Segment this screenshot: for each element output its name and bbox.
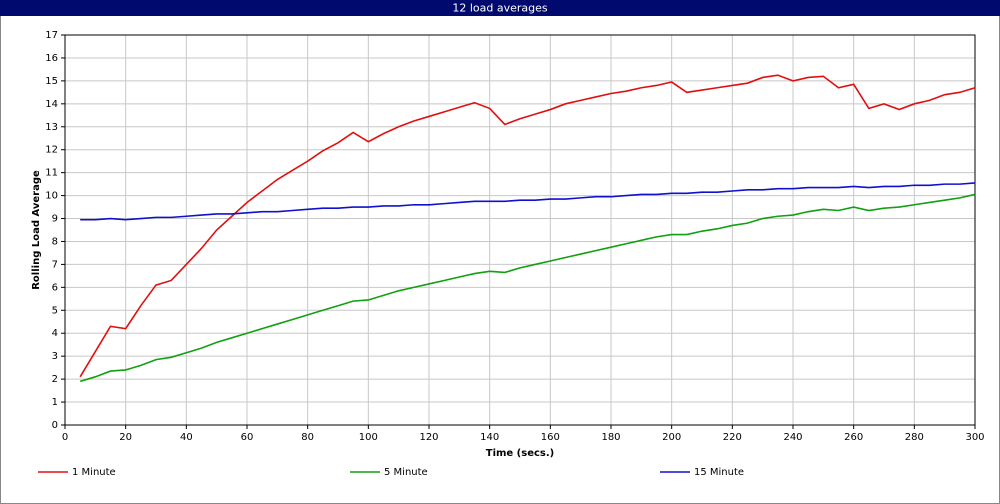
x-tick-label: 280 — [905, 432, 924, 443]
y-axis-label: Rolling Load Average — [31, 170, 42, 290]
y-tick-label: 12 — [45, 145, 58, 156]
y-tick-label: 8 — [52, 236, 58, 247]
x-tick-label: 120 — [419, 432, 438, 443]
legend-label: 5 Minute — [384, 467, 428, 478]
x-tick-label: 100 — [359, 432, 378, 443]
series-line — [79, 193, 976, 383]
x-tick-label: 200 — [662, 432, 681, 443]
y-tick-label: 2 — [52, 374, 58, 385]
y-tick-label: 17 — [45, 30, 58, 41]
x-tick-label: 60 — [241, 432, 254, 443]
legend-label: 15 Minute — [694, 467, 744, 478]
x-tick-label: 40 — [180, 432, 193, 443]
plot-area — [65, 35, 975, 425]
y-tick-label: 15 — [45, 76, 58, 87]
x-tick-label: 140 — [480, 432, 499, 443]
chart-title: 12 load averages — [452, 2, 548, 15]
y-tick-label: 0 — [52, 420, 58, 431]
y-tick-label: 7 — [52, 259, 58, 270]
x-tick-label: 240 — [783, 432, 802, 443]
y-tick-label: 1 — [52, 397, 58, 408]
series-line — [80, 182, 976, 221]
x-tick-label: 160 — [541, 432, 560, 443]
y-tick-label: 10 — [45, 191, 58, 202]
legend-label: 1 Minute — [72, 467, 116, 478]
plot-border — [64, 34, 976, 426]
x-tick-label: 20 — [119, 432, 132, 443]
y-tick-label: 16 — [45, 53, 58, 64]
series-line — [79, 74, 976, 378]
x-axis-label: Time (secs.) — [486, 448, 555, 459]
x-tick-label: 180 — [601, 432, 620, 443]
y-tick-label: 6 — [52, 282, 58, 293]
x-tick-label: 300 — [965, 432, 984, 443]
y-tick-label: 4 — [52, 328, 58, 339]
title-bar — [0, 0, 1000, 16]
y-tick-label: 14 — [45, 99, 58, 110]
x-tick-label: 220 — [723, 432, 742, 443]
y-tick-label: 9 — [52, 214, 58, 225]
x-tick-label: 260 — [844, 432, 863, 443]
x-tick-label: 80 — [301, 432, 314, 443]
y-tick-label: 3 — [52, 351, 58, 362]
x-tick-label: 0 — [62, 432, 68, 443]
y-tick-label: 13 — [45, 122, 58, 133]
y-tick-label: 5 — [52, 305, 58, 316]
y-tick-label: 11 — [45, 168, 58, 179]
